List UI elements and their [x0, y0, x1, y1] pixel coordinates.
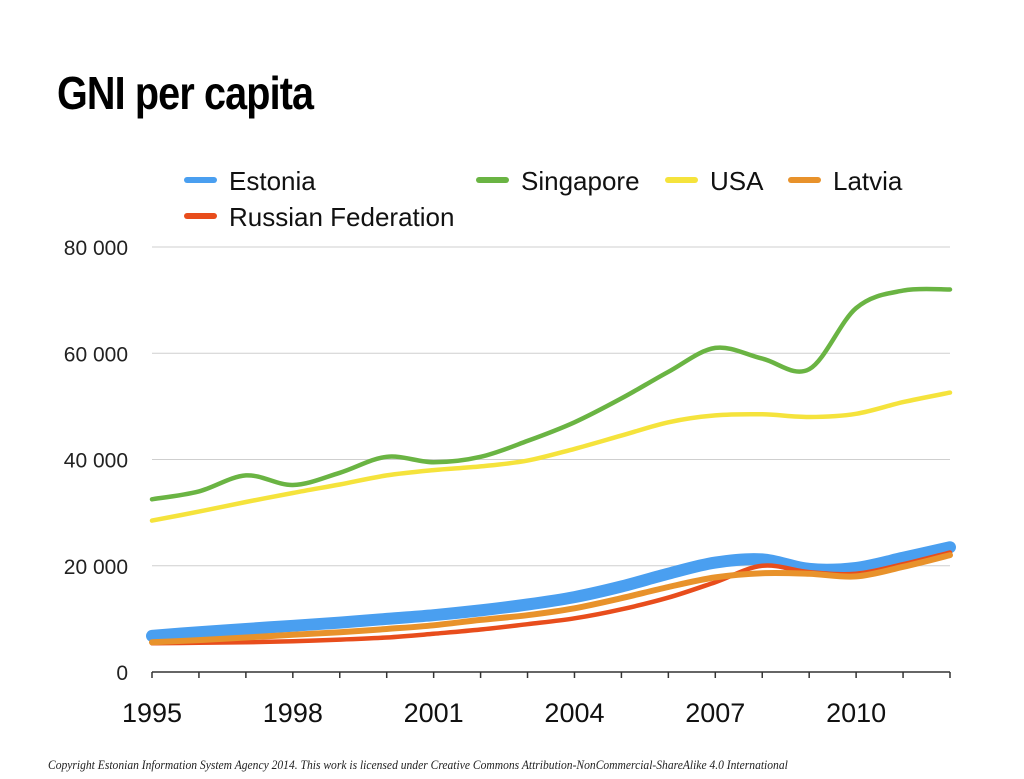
series-line-singapore [149, 286, 953, 502]
y-tick-label: 40 000 [64, 450, 128, 473]
x-tick-label: 2001 [404, 698, 464, 728]
x-axis: 1995 1998 2001 2004 2007 2010 [122, 671, 951, 728]
series-line-latvia [149, 552, 953, 646]
copyright-notice: Copyright Estonian Information System Ag… [48, 758, 788, 772]
x-tick-label: 1995 [122, 698, 182, 728]
series-line-estonia [146, 541, 956, 642]
legend-label-estonia: Estonia [229, 166, 316, 196]
y-tick-label: 60 000 [64, 343, 128, 366]
legend: Estonia Singapore USA Latvia Russian Federat… [184, 166, 903, 232]
legend-label-usa: USA [710, 166, 764, 196]
gridlines: 0 20 000 40 000 60 000 80 000 [64, 237, 950, 685]
x-tick-label: 2010 [826, 698, 886, 728]
y-tick-label: 80 000 [64, 237, 128, 260]
legend-label-russian-federation: Russian Federation [229, 202, 454, 232]
y-tick-label: 20 000 [64, 556, 128, 579]
series-line-usa [149, 390, 953, 523]
y-tick-label: 0 [116, 662, 128, 685]
x-tick-label: 2007 [685, 698, 745, 728]
legend-label-latvia: Latvia [833, 166, 903, 196]
x-tick-label: 1998 [263, 698, 323, 728]
series-lines [146, 286, 956, 646]
x-tick-label: 2004 [544, 698, 604, 728]
legend-label-singapore: Singapore [521, 166, 640, 196]
slide-title: GNI per capita [57, 67, 314, 119]
